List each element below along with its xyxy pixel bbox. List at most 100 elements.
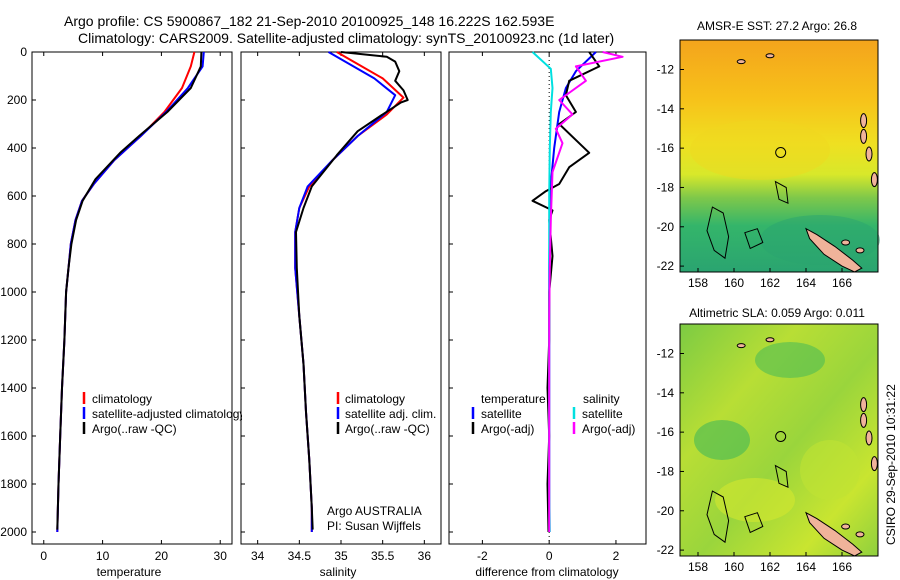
temperature-legend: climatology satellite-adjusted climatolo… <box>82 392 245 436</box>
temperature-xlabel: temperature <box>97 565 162 579</box>
map-x-tick-label: 164 <box>796 560 816 574</box>
difference-panel-frame <box>448 51 647 545</box>
sla-low-patch <box>694 420 750 460</box>
depth-axis: 0 200 400 600 800 1000 1200 1400 1600 1800 2000 <box>0 45 453 539</box>
solomon-islet <box>736 59 746 65</box>
series-line-argo <box>295 51 409 530</box>
map-y-tick-label: -12 <box>657 346 675 360</box>
map-x-tick-label: 160 <box>724 276 744 290</box>
salinity-xlabel: salinity <box>320 565 357 579</box>
depth-tick-label: 1600 <box>0 429 27 443</box>
x-tick-label: 35.5 <box>371 549 395 563</box>
depth-tick-label: 1400 <box>0 381 27 395</box>
legend-header-salinity: salinity <box>583 392 620 406</box>
depth-tick-label: 2000 <box>0 525 27 539</box>
series-line-satellite <box>56 51 205 533</box>
solomon-islet <box>736 343 746 349</box>
reef-outline <box>774 180 789 205</box>
float-pi: PI: Susan Wijffels <box>327 519 421 533</box>
series-line-sal-argo <box>548 51 624 532</box>
chesterfield-reef-outline <box>706 206 730 260</box>
series-line-climatology <box>294 51 405 532</box>
legend-label-satellite: satellite-adjusted climatology <box>92 407 245 421</box>
map-x-tick-label: 160 <box>724 560 744 574</box>
depth-tick-label: 600 <box>7 189 27 203</box>
depth-tick-label: 0 <box>20 45 27 59</box>
map-x-tick-label: 158 <box>688 276 708 290</box>
map-x-tick-label: 158 <box>688 560 708 574</box>
series-line-argo <box>56 51 203 530</box>
depth-tick-label: 200 <box>7 93 27 107</box>
legend-label-sal-satellite: satellite <box>582 407 623 421</box>
map-x-tick-label: 166 <box>832 276 852 290</box>
map-x-tick-label: 162 <box>760 560 780 574</box>
salinity-legend: climatology satellite adj. clim. Argo(..… <box>336 392 436 436</box>
new-caledonia-island <box>805 227 863 273</box>
sla-high-patch <box>800 440 860 500</box>
vanuatu-island <box>860 412 868 428</box>
sst-warm-patch <box>690 120 830 180</box>
map-x-tick-label: 166 <box>832 560 852 574</box>
map-y-tick-label: -12 <box>657 62 675 76</box>
reef-outline <box>744 512 764 534</box>
sla-map-frame <box>679 323 879 557</box>
salinity-panel-frame <box>240 51 442 545</box>
series-line-climatology <box>56 51 196 533</box>
depth-tick-label: 1000 <box>0 285 27 299</box>
vanuatu-island <box>865 146 873 162</box>
map-y-tick-label: -16 <box>657 425 675 439</box>
new-caledonia-island <box>805 511 863 557</box>
legend-label-climatology: climatology <box>345 392 405 406</box>
depth-tick-label: 400 <box>7 141 27 155</box>
difference-legend: temperature satellite Argo(-adj) salinit… <box>471 392 635 436</box>
map-y-tick-label: -18 <box>657 464 675 478</box>
vanuatu-island <box>860 397 868 413</box>
legend-label-sal-argo: Argo(-adj) <box>582 422 635 436</box>
temperature-plot: 0 10 20 30 <box>40 51 227 563</box>
map-y-tick-label: -16 <box>657 141 675 155</box>
sla-map-title: Altimetric SLA: 0.059 Argo: 0.011 <box>689 306 865 320</box>
sla-high-patch <box>715 478 795 522</box>
x-tick-label: 34.5 <box>288 549 312 563</box>
x-tick-label: 0 <box>40 549 47 563</box>
solomon-islet <box>765 337 775 343</box>
series-line-temp-argo <box>531 51 601 533</box>
legend-label-argo: Argo(..raw -QC) <box>345 422 430 436</box>
legend-header-temperature: temperature <box>481 392 546 406</box>
sst-map-frame <box>679 39 879 273</box>
legend-label-argo: Argo(..raw -QC) <box>92 422 177 436</box>
x-tick-label: 36 <box>418 549 432 563</box>
vanuatu-island <box>870 456 878 472</box>
depth-tick-label: 1200 <box>0 333 27 347</box>
map-x-tick-label: 162 <box>760 276 780 290</box>
map-y-tick-label: -20 <box>657 504 675 518</box>
map-y-tick-label: -14 <box>657 386 675 400</box>
solomon-islet <box>765 53 775 59</box>
map-y-tick-label: -22 <box>657 259 675 273</box>
float-owner: Argo AUSTRALIA <box>327 504 422 518</box>
x-tick-label: 0 <box>546 549 553 563</box>
map-y-tick-label: -20 <box>657 220 675 234</box>
map-x-tick-label: 164 <box>796 276 816 290</box>
argo-position-marker <box>775 431 787 443</box>
loyalty-island <box>855 247 865 254</box>
vanuatu-island <box>860 113 868 129</box>
difference-xlabel: difference from climatology <box>475 565 618 579</box>
legend-label-temp-satellite: satellite <box>481 407 522 421</box>
loyalty-island <box>841 523 851 530</box>
sla-low-patch <box>755 342 825 378</box>
figure-title-line2: Climatology: CARS2009. Satellite-adjuste… <box>78 30 614 46</box>
depth-tick-label: 800 <box>7 237 27 251</box>
sst-map-title: AMSR-E SST: 27.2 Argo: 26.8 <box>697 19 857 33</box>
difference-plot: -2 0 2 <box>477 51 624 563</box>
x-tick-label: 10 <box>96 549 110 563</box>
vanuatu-island <box>870 172 878 188</box>
series-line-temp-satellite <box>548 51 597 532</box>
loyalty-island <box>841 239 851 246</box>
depth-tick-label: 1800 <box>0 477 27 491</box>
x-tick-label: -2 <box>477 549 488 563</box>
loyalty-island <box>855 531 865 538</box>
csiro-timestamp: CSIRO 29-Sep-2010 10:31:22 <box>884 384 898 545</box>
vanuatu-island <box>865 430 873 446</box>
map-overlays: 158 160 162 164 166 -12 -14 -16 -18 -20 -22 158 160 1… <box>657 53 878 574</box>
